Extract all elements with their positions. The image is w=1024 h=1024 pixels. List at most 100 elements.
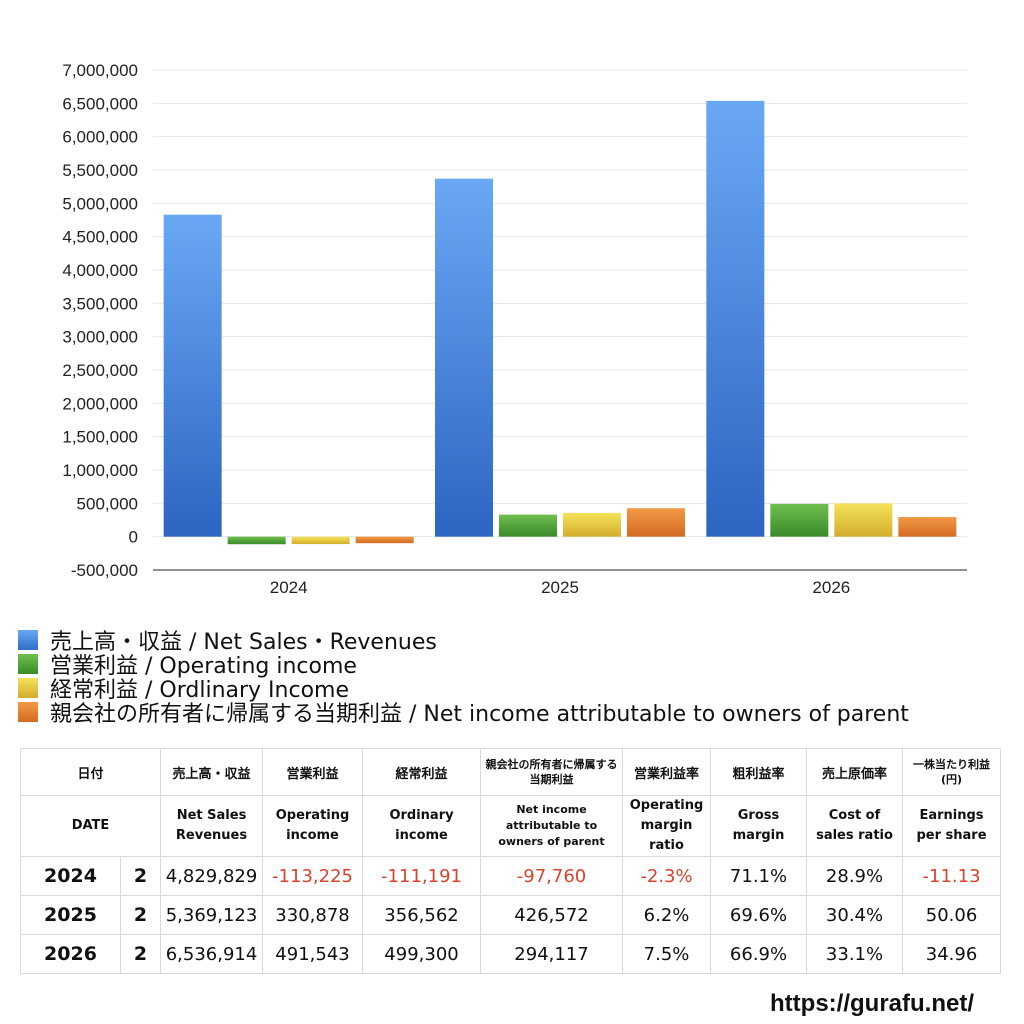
cell-operating-margin: 6.2% bbox=[622, 895, 712, 935]
x-tick-label: 2024 bbox=[270, 578, 308, 597]
cell-gross-margin: 69.6% bbox=[710, 895, 808, 935]
cell-gross-margin: 66.9% bbox=[710, 934, 808, 974]
legend-item-net-income: 親会社の所有者に帰属する当期利益 / Net income attributab… bbox=[18, 700, 909, 727]
header-cost-ratio-jp: 売上原価率 bbox=[806, 748, 904, 796]
legend-label-operating-income: 営業利益 / Operating income bbox=[50, 654, 357, 679]
bar bbox=[163, 214, 222, 537]
cell-cost-ratio: 30.4% bbox=[806, 895, 904, 935]
cell-operating-margin: -2.3% bbox=[622, 856, 712, 896]
header-cost-ratio-en: Cost of sales ratio bbox=[806, 795, 904, 857]
cell-net-income: 294,117 bbox=[480, 934, 624, 974]
header-ordinary-income-en: Ordinary income bbox=[362, 795, 482, 857]
chart-legend: 売上高・収益 / Net Sales・Revenues 営業利益 / Opera… bbox=[18, 628, 909, 727]
bar bbox=[435, 178, 493, 537]
cell-operating-income: 491,543 bbox=[262, 934, 364, 974]
y-tick-label: 2,500,000 bbox=[62, 361, 138, 380]
cell-net-sales: 5,369,123 bbox=[160, 895, 264, 935]
bar bbox=[770, 503, 829, 537]
y-tick-label: -500,000 bbox=[71, 561, 138, 580]
legend-swatch-net-income bbox=[18, 702, 38, 722]
header-date-en: DATE bbox=[19, 795, 162, 857]
y-tick-label: 6,500,000 bbox=[62, 94, 138, 113]
cell-net-income: -97,760 bbox=[480, 856, 624, 896]
header-net-sales-en: Net Sales Revenues bbox=[160, 795, 264, 857]
header-operating-margin-jp: 営業利益率 bbox=[622, 748, 712, 796]
row-quarter: 2 bbox=[119, 934, 162, 974]
table-header-en: DATE Net Sales Revenues Operating income… bbox=[19, 795, 1002, 857]
row-quarter: 2 bbox=[119, 856, 162, 896]
header-date-jp: 日付 bbox=[19, 748, 162, 796]
table-row: 2024 2 4,829,829 -113,225 -111,191 -97,7… bbox=[20, 856, 1002, 896]
legend-swatch-net-sales bbox=[18, 630, 38, 650]
table-header-jp: 日付 売上高・収益 営業利益 経常利益 親会社の所有者に帰属する当期利益 営業利… bbox=[19, 748, 1002, 796]
x-tick-label: 2025 bbox=[541, 578, 579, 597]
y-tick-label: 4,000,000 bbox=[62, 261, 138, 280]
y-tick-label: 7,000,000 bbox=[62, 61, 138, 80]
legend-label-net-sales: 売上高・収益 / Net Sales・Revenues bbox=[50, 630, 437, 655]
bar bbox=[499, 514, 557, 537]
header-eps-en: Earnings per share bbox=[902, 795, 1002, 857]
bar bbox=[227, 536, 286, 545]
header-ordinary-income-jp: 経常利益 bbox=[362, 748, 482, 796]
table-row: 2026 2 6,536,914 491,543 499,300 294,117… bbox=[20, 934, 1002, 974]
cell-eps: 50.06 bbox=[902, 895, 1002, 935]
y-tick-label: 1,000,000 bbox=[62, 461, 138, 480]
cell-net-sales: 6,536,914 bbox=[160, 934, 264, 974]
y-tick-label: 3,000,000 bbox=[62, 328, 138, 347]
cell-cost-ratio: 28.9% bbox=[806, 856, 904, 896]
y-tick-label: 3,500,000 bbox=[62, 294, 138, 313]
header-net-sales-jp: 売上高・収益 bbox=[160, 748, 264, 796]
legend-item-operating-income: 営業利益 / Operating income bbox=[18, 652, 909, 679]
bar bbox=[291, 536, 350, 545]
row-quarter: 2 bbox=[119, 895, 162, 935]
header-net-income-en: Net income attributable to owners of par… bbox=[480, 795, 624, 857]
bar-chart: 7,000,000 6,500,000 6,000,000 5,500,000 5,00… bbox=[62, 61, 967, 597]
cell-gross-margin: 71.1% bbox=[710, 856, 808, 896]
bar bbox=[834, 503, 893, 537]
header-gross-margin-en: Gross margin bbox=[710, 795, 808, 857]
table-row: 2025 2 5,369,123 330,878 356,562 426,572… bbox=[20, 895, 1002, 935]
row-year: 2024 bbox=[20, 856, 121, 896]
cell-eps: 34.96 bbox=[902, 934, 1002, 974]
row-year: 2025 bbox=[20, 895, 121, 935]
cell-operating-income: -113,225 bbox=[262, 856, 364, 896]
cell-cost-ratio: 33.1% bbox=[806, 934, 904, 974]
cell-ordinary-income: 499,300 bbox=[362, 934, 482, 974]
legend-label-ordinary-income: 経常利益 / Ordlinary Income bbox=[50, 678, 349, 703]
cell-net-income: 426,572 bbox=[480, 895, 624, 935]
cell-net-sales: 4,829,829 bbox=[160, 856, 264, 896]
y-tick-label: 1,500,000 bbox=[62, 428, 138, 447]
x-tick-label: 2026 bbox=[812, 578, 850, 597]
source-url[interactable]: https://gurafu.net/ bbox=[770, 990, 974, 1017]
header-eps-jp: 一株当たり利益(円) bbox=[902, 748, 1002, 796]
row-year: 2026 bbox=[20, 934, 121, 974]
header-operating-income-jp: 営業利益 bbox=[262, 748, 364, 796]
header-operating-margin-en: Operating margin ratio bbox=[622, 795, 712, 857]
y-tick-label: 4,500,000 bbox=[62, 228, 138, 247]
y-tick-label: 5,500,000 bbox=[62, 161, 138, 180]
bar bbox=[898, 517, 957, 537]
y-tick-label: 500,000 bbox=[77, 494, 138, 513]
financial-table: 日付 売上高・収益 営業利益 経常利益 親会社の所有者に帰属する当期利益 営業利… bbox=[19, 748, 1002, 974]
header-operating-income-en: Operating income bbox=[262, 795, 364, 857]
cell-ordinary-income: 356,562 bbox=[362, 895, 482, 935]
bar bbox=[563, 512, 621, 537]
y-tick-label: 6,000,000 bbox=[62, 128, 138, 147]
y-tick-label: 0 bbox=[129, 528, 138, 547]
header-gross-margin-jp: 粗利益率 bbox=[710, 748, 808, 796]
legend-label-net-income: 親会社の所有者に帰属する当期利益 / Net income attributab… bbox=[50, 702, 909, 727]
cell-ordinary-income: -111,191 bbox=[362, 856, 482, 896]
legend-swatch-ordinary-income bbox=[18, 678, 38, 698]
y-tick-label: 2,000,000 bbox=[62, 394, 138, 413]
legend-swatch-operating-income bbox=[18, 654, 38, 674]
cell-operating-margin: 7.5% bbox=[622, 934, 712, 974]
cell-operating-income: 330,878 bbox=[262, 895, 364, 935]
bar bbox=[627, 508, 685, 537]
cell-eps: -11.13 bbox=[902, 856, 1002, 896]
legend-item-net-sales: 売上高・収益 / Net Sales・Revenues bbox=[18, 628, 909, 655]
header-net-income-jp: 親会社の所有者に帰属する当期利益 bbox=[480, 748, 624, 796]
legend-item-ordinary-income: 経常利益 / Ordlinary Income bbox=[18, 676, 909, 703]
bar bbox=[355, 536, 414, 544]
bar bbox=[706, 100, 765, 537]
y-tick-label: 5,000,000 bbox=[62, 194, 138, 213]
